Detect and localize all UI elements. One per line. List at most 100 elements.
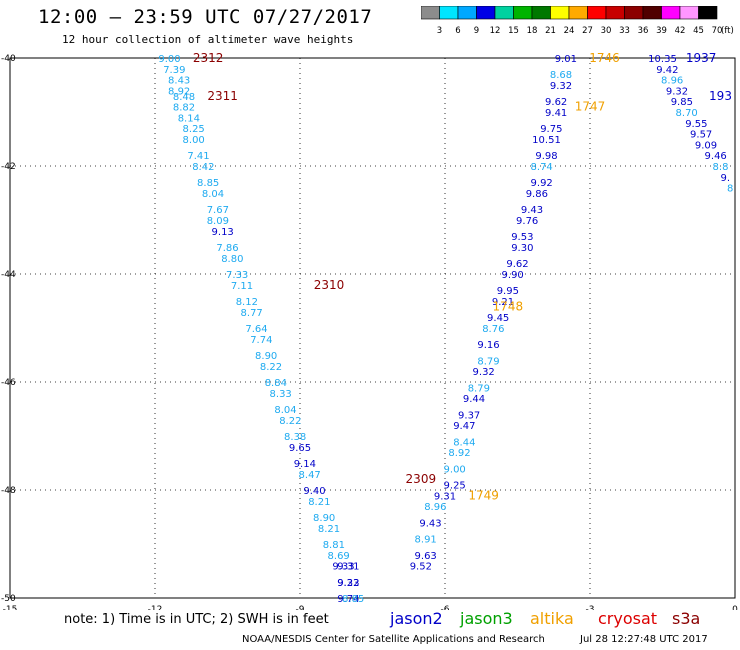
wave-height-value: 9.40: [303, 486, 325, 497]
color-swatch: [698, 5, 718, 20]
wave-height-value: 8.81: [323, 540, 345, 551]
pass-time-label: 2309: [406, 472, 437, 486]
map-frame: [9, 57, 736, 599]
wave-height-value: 8.90: [313, 513, 335, 524]
color-scale-label: 30: [601, 26, 612, 36]
wave-height-value: 7.74: [250, 335, 272, 346]
wave-height-value: 9.57: [690, 130, 712, 141]
wave-height-value: 8.92: [448, 448, 470, 459]
pass-time-label: 1749: [468, 488, 499, 502]
wave-height-value: 7.67: [207, 205, 229, 216]
y-tick-label: -44: [1, 270, 16, 280]
wave-height-value: 9.: [721, 173, 731, 184]
legend-jason2: jason2: [390, 609, 443, 628]
wave-height-value: 8.47: [299, 470, 321, 481]
wave-height-value: 8.79: [468, 383, 490, 394]
x-tick-label: 0: [732, 605, 738, 610]
y-tick-label: -48: [1, 486, 16, 496]
wave-height-value: 7.64: [245, 324, 267, 335]
wave-height-value: 8.48: [173, 92, 195, 103]
wave-height-value: 9.30: [511, 243, 533, 254]
wave-height-value: 9.43: [521, 205, 543, 216]
wave-height-value: 8.44: [453, 437, 475, 448]
color-scale-label: 21: [545, 26, 556, 36]
color-scale-legend: 3 6 9 12 15 18 21 24 27 30 33 36 39 42 45 70 (ft): [420, 5, 740, 42]
wave-height-value: 9.13: [212, 227, 234, 238]
pass-time-label: 2312: [193, 51, 224, 65]
wave-height-value: 8.80: [221, 254, 243, 265]
wave-height-map: -15 -12 -9 -6 -3 0-40-42-44-46-48-509.007.398…: [1, 51, 738, 610]
wave-height-value: 9.63: [415, 551, 437, 562]
wave-height-value: 8.85: [342, 594, 364, 605]
wave-height-value: 8.82: [173, 103, 195, 114]
wave-height-value: 8: [727, 184, 733, 195]
wave-height-value: 9.65: [289, 443, 311, 454]
wave-height-value: 9.92: [531, 178, 553, 189]
wave-height-value: 9.09: [695, 140, 717, 151]
wave-height-value: 9.98: [535, 151, 557, 162]
page-title: 12:00 – 23:59 UTC 07/27/2017: [38, 6, 373, 28]
legend-jason3: jason3: [460, 609, 513, 628]
wave-height-value: 9.55: [685, 119, 707, 130]
wave-height-value: 8.84: [265, 378, 287, 389]
wave-height-value: 9.33: [337, 578, 359, 589]
wave-height-value: 9.31: [337, 562, 359, 573]
pass-time-label: 2310: [314, 278, 345, 292]
wave-height-value: 8.70: [676, 108, 698, 119]
color-scale-label: 27: [582, 26, 593, 36]
wave-height-value: 8.96: [661, 76, 683, 87]
wave-height-value: 7.33: [226, 270, 248, 281]
wave-height-value: 8.96: [424, 502, 446, 513]
color-scale-label: 33: [619, 26, 630, 36]
wave-height-value: 9.43: [419, 518, 441, 529]
y-tick-label: -40: [1, 54, 16, 64]
wave-height-value: 8.21: [308, 497, 330, 508]
pass-time-label: 1747: [575, 100, 606, 114]
pass-time-label: 193: [709, 89, 732, 103]
wave-height-value: 9.32: [666, 86, 688, 97]
wave-height-value: 8.22: [260, 362, 282, 373]
x-tick-label: -6: [441, 605, 450, 610]
wave-height-value: 8.33: [270, 389, 292, 400]
color-scale-swatches: 3 6 9 12 15 18 21 24 27 30 33 36 39 42 45 70(ft): [420, 5, 734, 36]
wave-height-value: 8.90: [255, 351, 277, 362]
wave-height-value: 7.41: [187, 151, 209, 162]
credit-timestamp: Jul 28 12:27:48 UTC 2017: [580, 634, 708, 645]
wave-height-value: 9.53: [511, 232, 533, 243]
wave-height-value: 9.32: [473, 367, 495, 378]
pass-time-label: 1748: [493, 299, 524, 313]
wave-height-value: 9.16: [477, 340, 499, 351]
wave-height-value: 9.00: [158, 54, 180, 65]
wave-height-value: 8.09: [207, 216, 229, 227]
wave-height-value: 8.00: [183, 135, 205, 146]
color-scale-label: 6: [455, 26, 460, 36]
wave-height-value: 8.76: [482, 324, 504, 335]
wave-height-value: 9.21: [492, 297, 514, 308]
y-tick-label: -42: [1, 162, 16, 172]
wave-height-value: 9.95: [497, 286, 519, 297]
wave-height-value: 8.85: [197, 178, 219, 189]
wave-height-value: 8.38: [284, 432, 306, 443]
color-scale-label: 3: [437, 26, 442, 36]
wave-height-value: 9.86: [526, 189, 548, 200]
footer-note: note: 1) Time is in UTC; 2) SWH is in fe…: [64, 612, 329, 627]
x-tick-label: -12: [148, 605, 163, 610]
wave-height-value: 8.04: [274, 405, 296, 416]
wave-height-value: 7.11: [231, 281, 253, 292]
x-tick-label: -3: [586, 605, 595, 610]
color-scale-label: 70: [712, 26, 723, 36]
color-scale-label: 15: [508, 26, 519, 36]
wave-height-value: 8.14: [178, 113, 200, 124]
legend-cryosat: cryosat: [598, 609, 658, 628]
y-tick-label: -46: [1, 378, 16, 388]
wave-height-value: 9.62: [545, 97, 567, 108]
wave-height-value: 10.35: [648, 54, 677, 65]
color-scale-label: 42: [675, 26, 686, 36]
wave-height-value: 9.44: [463, 394, 485, 405]
color-scale-label: 9: [474, 26, 479, 36]
legend-altika: altika: [530, 609, 574, 628]
color-scale-label: 18: [527, 26, 538, 36]
wave-height-value: 9.41: [545, 108, 567, 119]
color-scale-label: 12: [490, 26, 501, 36]
